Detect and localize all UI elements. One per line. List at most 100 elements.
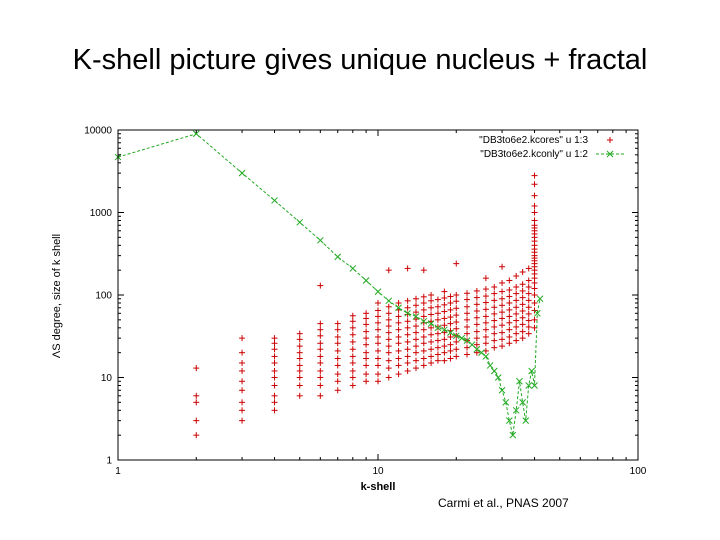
kcores-point <box>317 332 324 339</box>
kcores-point <box>296 367 303 374</box>
kcores-point <box>506 293 513 300</box>
kcores-point <box>420 355 427 362</box>
kcores-point <box>412 357 419 364</box>
kcores-point <box>296 374 303 381</box>
kcores-point <box>434 296 441 303</box>
kcores-point <box>453 338 460 345</box>
kcores-point <box>363 315 370 322</box>
kcores-point <box>519 281 526 288</box>
kcores-point <box>385 316 392 323</box>
kcores-point <box>334 326 341 333</box>
y-tick-label: 10000 <box>84 126 112 137</box>
kconly-point <box>192 130 200 138</box>
kcores-point <box>193 365 200 372</box>
kcores-point <box>395 299 402 306</box>
kcores-point <box>385 310 392 317</box>
kconly-point <box>509 431 517 439</box>
kcores-point <box>447 333 454 340</box>
kcores-point <box>317 374 324 381</box>
kcores-point <box>441 343 448 350</box>
kcores-point <box>296 330 303 337</box>
kcores-point <box>271 346 278 353</box>
kcores-point <box>404 346 411 353</box>
kcores-point <box>447 355 454 362</box>
kcores-point <box>334 320 341 327</box>
kcores-point <box>404 367 411 374</box>
kcores-point <box>404 359 411 366</box>
kcores-point <box>482 333 489 340</box>
kcores-point <box>499 322 506 329</box>
kcores-point <box>499 295 506 302</box>
kcores-point <box>363 341 370 348</box>
kcores-point <box>395 326 402 333</box>
legend-label-kconly: "DB3to6e2.kconly" u 1:2 <box>480 149 588 160</box>
kcores-point <box>464 296 471 303</box>
kcores-point <box>334 340 341 347</box>
kcores-point <box>473 349 480 356</box>
kcores-point <box>525 304 532 311</box>
legend-swatch-kcores <box>607 137 613 143</box>
kconly-point <box>412 313 420 320</box>
kcores-point <box>363 321 370 328</box>
kcores-point <box>513 284 520 291</box>
kcores-point <box>375 299 381 306</box>
kcores-point <box>428 311 435 318</box>
kcores-point <box>453 260 460 267</box>
kcores-point <box>375 371 381 378</box>
x-tick-label: 100 <box>630 466 647 477</box>
kcores-point <box>473 301 480 308</box>
kcores-point <box>464 351 471 358</box>
kcores-point <box>349 312 356 319</box>
kcores-point <box>482 286 489 293</box>
kcores-point <box>363 355 370 362</box>
kcores-point <box>434 337 441 344</box>
kcores-point <box>447 293 454 300</box>
kcores-point <box>412 365 419 372</box>
kcores-point <box>428 304 435 311</box>
kcores-point <box>447 347 454 354</box>
kcores-point <box>513 317 520 324</box>
kconly-point <box>531 382 538 389</box>
kconly-point <box>502 398 510 406</box>
kcores-point <box>464 323 471 330</box>
kcores-point <box>499 302 506 309</box>
kcores-point <box>434 344 441 351</box>
kcores-point <box>434 310 441 317</box>
y-tick-label: 100 <box>95 291 112 302</box>
kconly-point <box>463 337 471 344</box>
kcores-point <box>363 310 370 317</box>
kcores-point <box>404 324 411 331</box>
kcores-point <box>531 316 538 323</box>
kconly-point <box>498 386 506 394</box>
kcores-point <box>420 340 427 347</box>
kcores-point <box>385 303 392 310</box>
kcores-point <box>506 286 513 293</box>
kcores-point <box>271 392 278 399</box>
kcores-point <box>453 325 460 332</box>
kcores-point <box>239 399 246 406</box>
x-tick-label: 1 <box>115 466 121 477</box>
kcores-point <box>447 314 454 321</box>
kcores-point <box>349 324 356 331</box>
kcores-point <box>473 307 480 314</box>
kcores-point <box>395 371 402 378</box>
kcores-point <box>404 265 411 272</box>
kcores-point <box>239 359 246 366</box>
kconly-line <box>117 133 541 436</box>
kcores-point <box>404 318 411 325</box>
kcores-point <box>491 310 498 317</box>
kcores-point <box>441 288 448 295</box>
kcores-point <box>441 329 448 336</box>
kcores-point <box>375 355 381 362</box>
kcores-point <box>531 299 538 306</box>
kcores-point <box>317 320 324 327</box>
legend: "DB3to6e2.kcores" u 1:3 "DB3to6e2.kconly… <box>479 135 626 160</box>
kcores-point <box>491 330 498 337</box>
kcores-point <box>531 292 538 298</box>
kconly-point <box>533 309 541 317</box>
kcores-point <box>531 181 538 188</box>
kcores-point <box>375 319 381 326</box>
kcores-point <box>531 209 538 216</box>
kcores-point <box>193 417 200 424</box>
